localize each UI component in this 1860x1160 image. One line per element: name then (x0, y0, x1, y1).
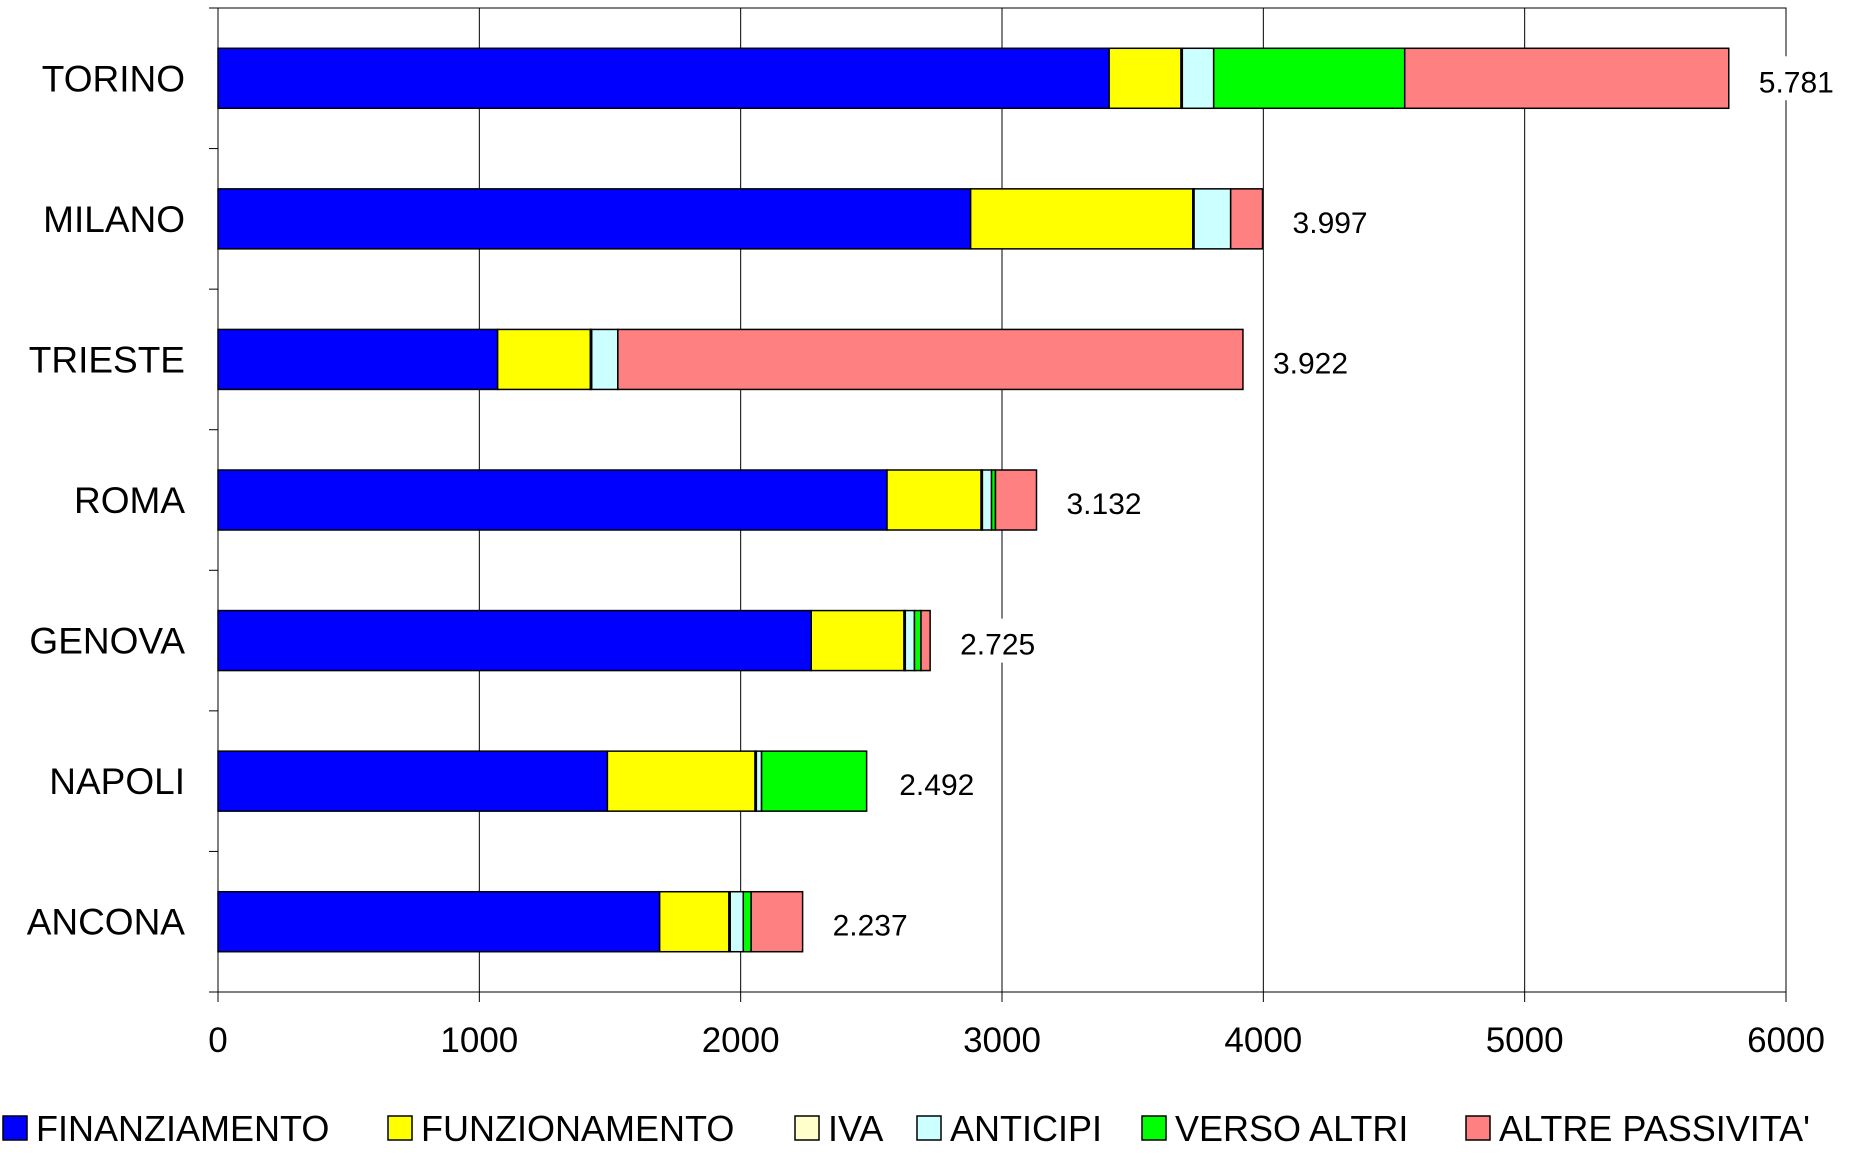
legend-swatch (794, 1115, 820, 1141)
category-label: TORINO (42, 58, 185, 99)
total-label-background (1750, 56, 1851, 101)
bar-segment (994, 469, 1038, 531)
legend-label: IVA (828, 1108, 883, 1149)
total-label: 2.492 (899, 769, 974, 802)
bar-segment (217, 469, 888, 531)
bar-segment (217, 609, 812, 672)
value-tick-label: 2000 (702, 1021, 780, 1060)
legend-swatch (916, 1115, 942, 1141)
legend-label: ALTRE PASSIVITA' (1499, 1108, 1810, 1149)
legend-swatch (1141, 1115, 1167, 1141)
total-label: 3.132 (1066, 488, 1141, 521)
bar-segment (617, 328, 1244, 391)
bar-segment (217, 328, 499, 391)
total-label-background (1058, 478, 1159, 522)
bar-segment (755, 750, 763, 812)
value-tick-label: 5000 (1486, 1021, 1564, 1060)
bar-segment (658, 890, 730, 953)
value-tick-label: 3000 (963, 1021, 1041, 1060)
category-label: TRIESTE (29, 339, 185, 380)
total-label: 2.725 (960, 629, 1035, 662)
category-axis: TORINO MILANO TRIESTE ROMA GENOVA NAPOLI ANCON… (27, 7, 219, 993)
bar-segment (1108, 47, 1182, 110)
plot-area: 5.781 3.997 3.922 3.132 2.725 2.492 2.237 TORI… (27, 7, 1851, 1060)
bar-segment (981, 469, 993, 531)
legend-swatch (387, 1115, 413, 1141)
bar-segment (750, 890, 804, 953)
bar-segment (1229, 188, 1264, 250)
total-label-background (824, 899, 925, 944)
total-label-background (891, 759, 992, 804)
value-tick-label: 1000 (440, 1021, 518, 1060)
bar-segment (217, 750, 609, 812)
bar-segment (217, 47, 1110, 110)
total-label: 5.781 (1759, 66, 1834, 99)
legend-label: ANTICIPI (950, 1108, 1102, 1149)
bar-segment (904, 609, 916, 672)
legend-label: FINANZIAMENTO (36, 1108, 329, 1149)
bar-segment (606, 750, 756, 812)
value-tick-label: 0 (208, 1021, 227, 1060)
total-labels: 5.781 3.997 3.922 3.132 2.725 2.492 2.237 (824, 56, 1851, 944)
legend-swatch (2, 1115, 28, 1141)
total-label-background (1264, 337, 1365, 382)
bar-segment (810, 609, 905, 672)
bar-segment (969, 188, 1194, 250)
bar-segment (1403, 47, 1730, 110)
bar-segment (886, 469, 982, 531)
bar-segment (729, 890, 745, 953)
legend-label: FUNZIONAMENTO (421, 1108, 734, 1149)
bar-segment (496, 328, 592, 391)
total-label-background (1284, 196, 1385, 241)
value-axis: 0 1000 2000 3000 4000 5000 6000 (208, 991, 1825, 1060)
bar-segment (920, 609, 931, 672)
bar-segment (1193, 188, 1232, 250)
bar-segment (217, 188, 972, 250)
category-label: MILANO (43, 199, 185, 240)
category-label: NAPOLI (49, 761, 185, 802)
total-label-background (952, 618, 1053, 663)
legend: FINANZIAMENTO FUNZIONAMENTO IVA ANTICIPI VER… (2, 1108, 1810, 1149)
value-tick-label: 4000 (1224, 1021, 1302, 1060)
bar-segment (742, 890, 752, 953)
bar-segment (217, 890, 661, 953)
category-label: ANCONA (27, 902, 186, 943)
value-tick-label: 6000 (1747, 1021, 1825, 1060)
legend-swatch (1465, 1115, 1491, 1141)
bar-segment (1181, 47, 1215, 110)
bar-segment (1212, 47, 1406, 110)
legend-label: VERSO ALTRI (1175, 1108, 1408, 1149)
total-label: 2.237 (833, 910, 908, 943)
category-label: GENOVA (29, 621, 185, 662)
bar-segment (760, 750, 868, 812)
total-label: 3.997 (1293, 207, 1368, 240)
category-label: ROMA (74, 480, 185, 521)
bar-segment (590, 328, 619, 391)
bar-segment (913, 609, 922, 672)
total-label: 3.922 (1273, 347, 1348, 380)
